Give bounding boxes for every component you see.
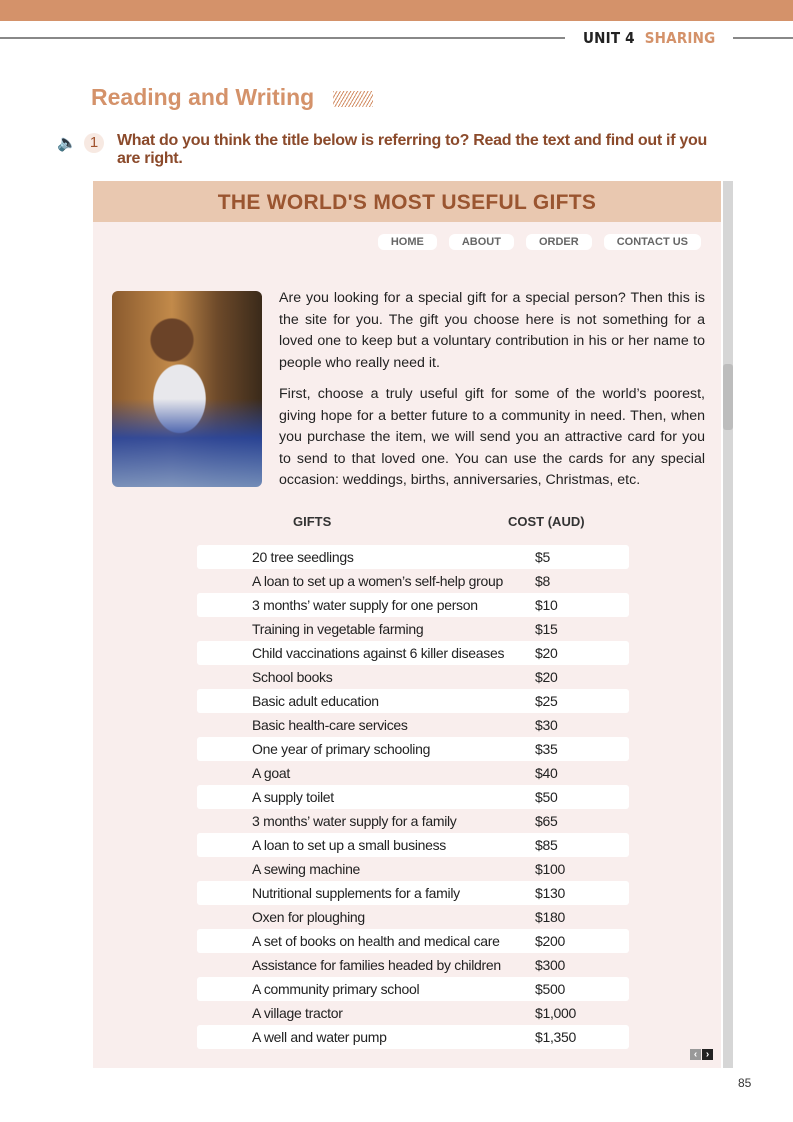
gift-name: Training in vegetable farming	[252, 621, 424, 637]
gift-cost: $50	[535, 789, 558, 805]
gift-cost: $8	[535, 573, 550, 589]
unit-header: UNIT 4 SHARING	[583, 29, 715, 47]
nav-home[interactable]: HOME	[377, 234, 437, 250]
table-row: Oxen for ploughing $180	[197, 905, 629, 929]
gift-name: A community primary school	[252, 981, 420, 997]
header-rule	[733, 37, 793, 39]
table-row: 3 months’ water supply for one person $10	[197, 593, 629, 617]
exercise-number: 1	[84, 133, 104, 153]
exercise-question: What do you think the title below is ref…	[117, 132, 707, 167]
table-row: 20 tree seedlings $5	[197, 545, 629, 569]
gift-name: Assistance for families headed by childr…	[252, 957, 501, 973]
gift-cost: $30	[535, 717, 558, 733]
table-row: Basic adult education $25	[197, 689, 629, 713]
table-row: Training in vegetable farming $15	[197, 617, 629, 641]
gift-name: Basic health-care services	[252, 717, 408, 733]
table-row: Basic health-care services $30	[197, 713, 629, 737]
gift-cost: $130	[535, 885, 565, 901]
scrollbar[interactable]	[723, 181, 733, 1068]
table-row: Assistance for families headed by childr…	[197, 953, 629, 977]
gift-name: Basic adult education	[252, 693, 379, 709]
gift-cost: $300	[535, 957, 565, 973]
gift-name: A sewing machine	[252, 861, 361, 877]
gift-cost: $65	[535, 813, 558, 829]
gift-name: 20 tree seedlings	[252, 549, 354, 565]
gift-cost: $85	[535, 837, 558, 853]
nav-order[interactable]: ORDER	[525, 234, 592, 250]
gift-name: School books	[252, 669, 333, 685]
gift-cost: $100	[535, 861, 565, 877]
gift-name: Nutritional supplements for a family	[252, 885, 460, 901]
pager: ‹ ›	[690, 1049, 713, 1060]
gifts-header: GIFTS	[293, 514, 332, 529]
gift-name: A well and water pump	[252, 1029, 387, 1045]
gift-cost: $1,350	[535, 1029, 577, 1045]
table-row: A goat $40	[197, 761, 629, 785]
gift-name: One year of primary schooling	[252, 741, 431, 757]
intro-paragraph: Are you looking for a special gift for a…	[279, 290, 705, 371]
table-row: A village tractor $1,000	[197, 1001, 629, 1025]
gift-cost: $180	[535, 909, 565, 925]
gift-cost: $1,000	[535, 1005, 577, 1021]
unit-label: UNIT 4	[583, 29, 635, 47]
table-row: One year of primary schooling $35	[197, 737, 629, 761]
nav-about[interactable]: ABOUT	[448, 234, 514, 250]
table-row: School books $20	[197, 665, 629, 689]
photo-woman-sewing-machine	[112, 291, 262, 487]
website-nav: HOME ABOUT ORDER CONTACT US	[377, 234, 701, 250]
hatch-decoration	[333, 91, 373, 107]
gift-name: A supply toilet	[252, 789, 334, 805]
gift-cost: $20	[535, 669, 558, 685]
gift-name: 3 months’ water supply for a family	[252, 813, 457, 829]
table-row: A set of books on health and medical car…	[197, 929, 629, 953]
gift-name: A loan to set up a women’s self-help gro…	[252, 573, 503, 589]
gift-cost: $35	[535, 741, 558, 757]
table-row: Child vaccinations against 6 killer dise…	[197, 641, 629, 665]
unit-topic: SHARING	[644, 29, 716, 47]
table-row: A loan to set up a women’s self-help gro…	[197, 569, 629, 593]
gift-name: 3 months’ water supply for one person	[252, 597, 478, 613]
top-color-bar	[0, 0, 793, 21]
gift-name: A loan to set up a small business	[252, 837, 446, 853]
cost-header: COST (AUD)	[508, 514, 585, 529]
table-row: A supply toilet $50	[197, 785, 629, 809]
header-rule	[0, 37, 565, 39]
next-arrow-icon[interactable]: ›	[702, 1049, 713, 1060]
gifts-table: 20 tree seedlings $5 A loan to set up a wo…	[197, 545, 629, 1049]
gift-cost: $25	[535, 693, 558, 709]
gift-name: Oxen for ploughing	[252, 909, 365, 925]
speaker-icon[interactable]: 🔈	[57, 135, 77, 152]
scrollbar-thumb[interactable]	[723, 364, 733, 430]
gift-name: A set of books on health and medical car…	[252, 933, 500, 949]
table-row: 3 months’ water supply for a family $65	[197, 809, 629, 833]
gift-name: A village tractor	[252, 1005, 343, 1021]
gift-cost: $10	[535, 597, 558, 613]
section-title: Reading and Writing	[91, 84, 315, 110]
prev-arrow-icon[interactable]: ‹	[690, 1049, 701, 1060]
gift-cost: $500	[535, 981, 565, 997]
second-paragraph: First, choose a truly useful gift for so…	[279, 386, 705, 488]
page-number: 85	[738, 1076, 752, 1090]
gift-name: A goat	[252, 765, 290, 781]
gift-name: Child vaccinations against 6 killer dise…	[252, 645, 505, 661]
website-title: THE WORLD'S MOST USEFUL GIFTS	[93, 181, 721, 222]
table-row: A community primary school $500	[197, 977, 629, 1001]
nav-contact-us[interactable]: CONTACT US	[603, 234, 701, 250]
table-row: A sewing machine $100	[197, 857, 629, 881]
gift-cost: $40	[535, 765, 558, 781]
gift-cost: $200	[535, 933, 565, 949]
gift-cost: $15	[535, 621, 558, 637]
website-mockup: THE WORLD'S MOST USEFUL GIFTS HOME ABOUT…	[93, 181, 721, 1068]
table-row: A loan to set up a small business $85	[197, 833, 629, 857]
table-row: Nutritional supplements for a family $130	[197, 881, 629, 905]
table-row: A well and water pump $1,350	[197, 1025, 629, 1049]
gift-cost: $20	[535, 645, 558, 661]
gift-cost: $5	[535, 549, 550, 565]
